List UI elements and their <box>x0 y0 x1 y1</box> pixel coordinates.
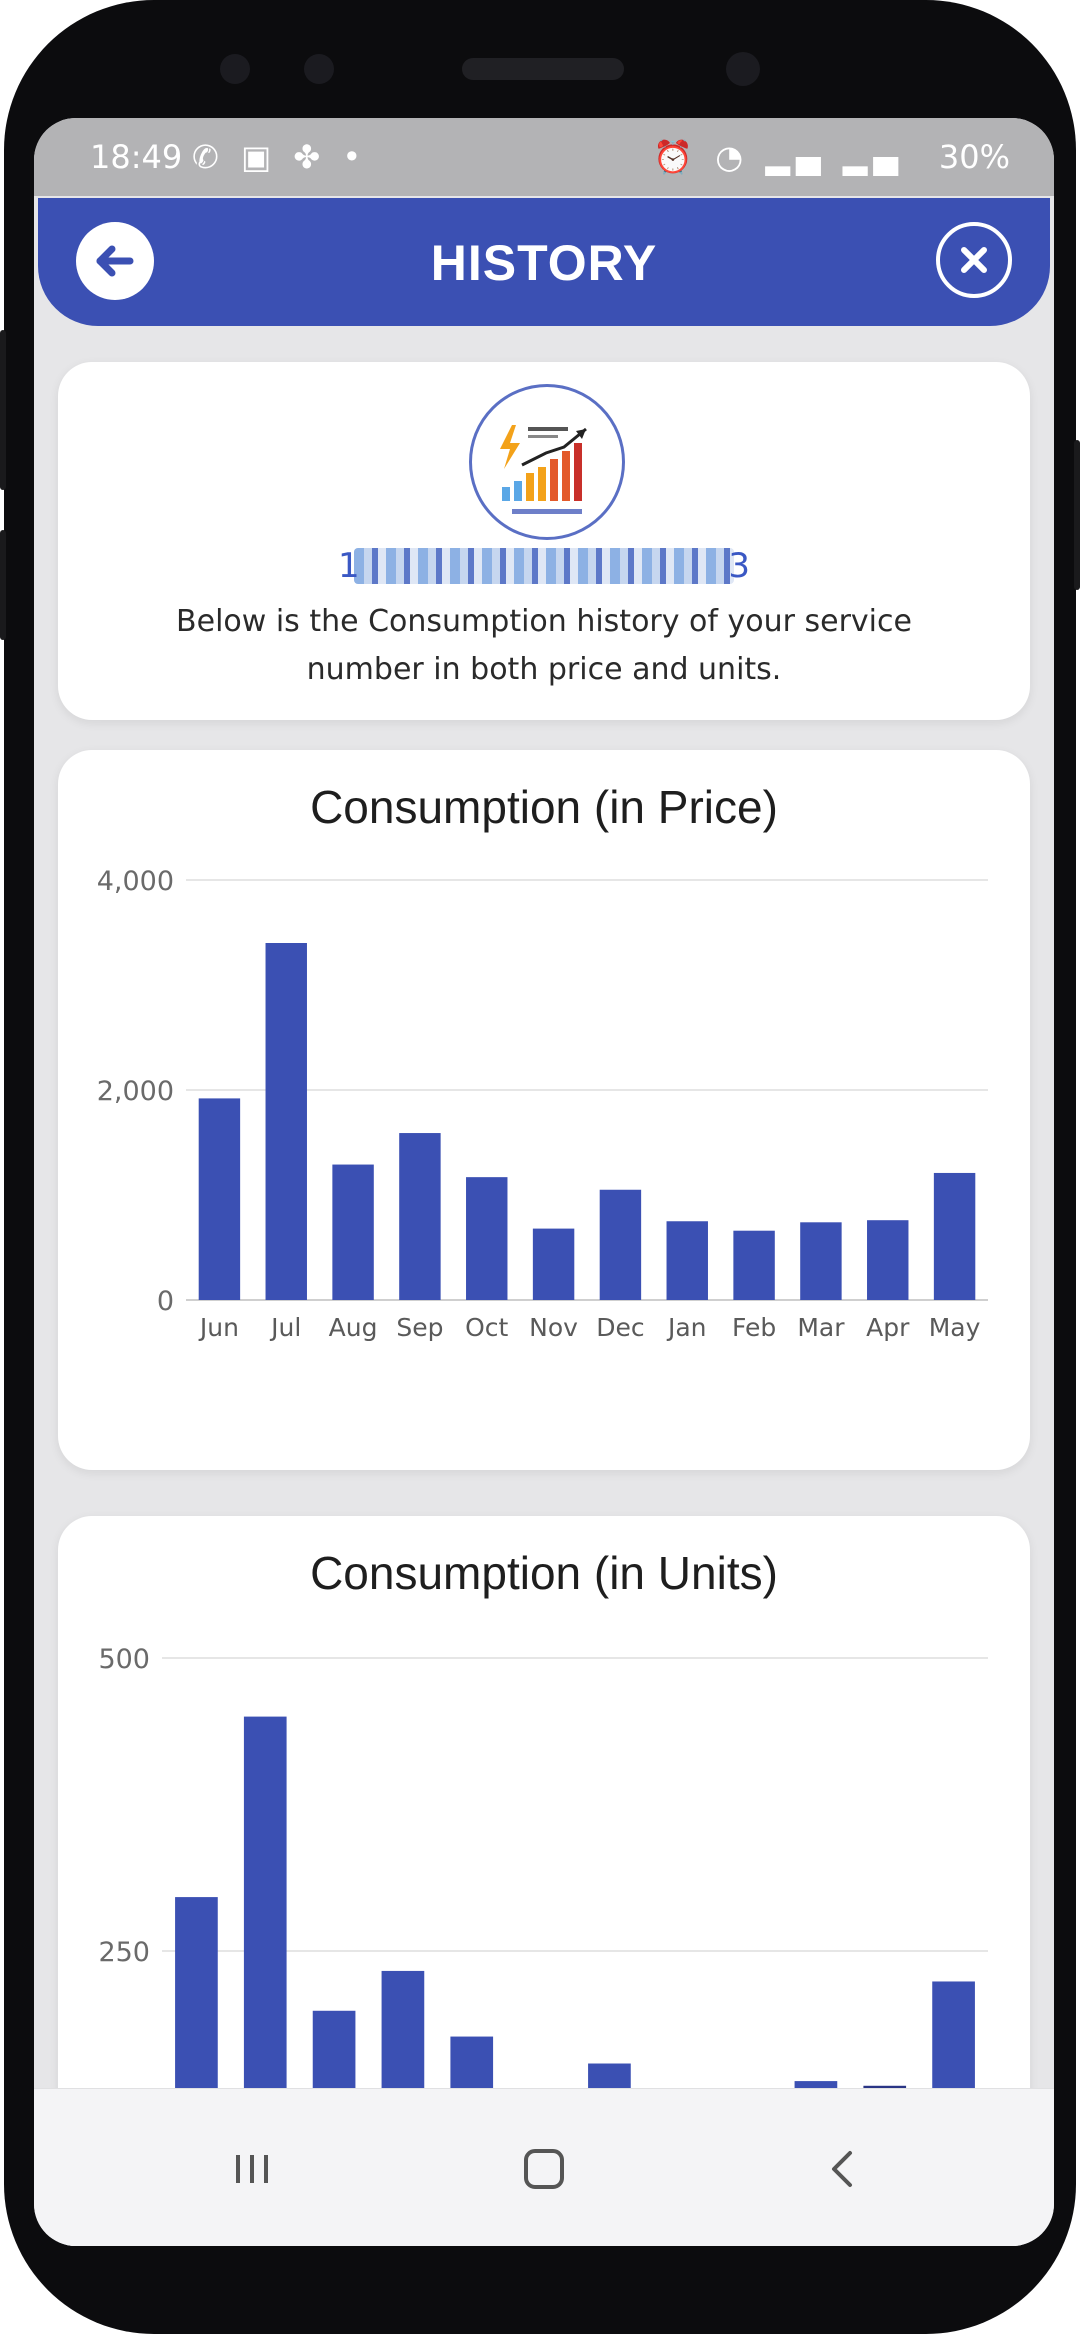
bar <box>666 1221 708 1300</box>
bar <box>733 1230 775 1300</box>
x-tick-label: Nov <box>529 1313 578 1342</box>
system-nav-bar <box>34 2088 1054 2246</box>
x-tick-label: Sep <box>396 1313 443 1342</box>
page-title: HISTORY <box>430 235 658 291</box>
bar <box>800 1222 842 1300</box>
bar <box>265 943 307 1300</box>
bar <box>198 1098 241 1300</box>
bar <box>466 1177 508 1300</box>
volume-button <box>0 330 6 490</box>
bar <box>332 1164 374 1300</box>
y-tick-label: 0 <box>157 1286 174 1317</box>
sensor <box>304 54 334 84</box>
price-bar-chart: 0 2,000 4,000 Jun Jul Aug Sep Oct Nov Dec Jan Feb Ma… <box>97 866 988 1342</box>
chart-title: Consumption (in Units) <box>310 1547 778 1599</box>
y-tick-label: 4,000 <box>97 866 174 897</box>
x-tick-label: Feb <box>732 1313 776 1342</box>
bar <box>867 1220 909 1300</box>
bar <box>532 1228 575 1300</box>
service-number-start: 1 <box>338 546 360 586</box>
battery-level: 30% <box>938 138 1010 176</box>
close-icon <box>961 247 987 273</box>
bar-chart-logo-icon <box>500 425 587 514</box>
app-screen: 18:49 ✆ ▣ ✤ • ⏰ ◔ ▂▄ ▂▄ 30% HISTORY <box>34 118 1054 2246</box>
y-tick-label: 500 <box>98 1644 150 1675</box>
close-button[interactable] <box>936 222 1012 298</box>
x-tick-label: May <box>929 1313 981 1342</box>
sensor <box>220 54 250 84</box>
signal-icons: ⏰ ◔ ▂▄ ▂▄ <box>653 138 904 176</box>
app-header: HISTORY <box>38 198 1050 326</box>
x-tick-label: Aug <box>329 1313 378 1342</box>
bixby-button <box>0 530 6 640</box>
service-info-card: 1 3 Below is the Consumption history of … <box>58 362 1030 720</box>
notification-icons: ✆ ▣ ✤ • <box>192 138 368 176</box>
chart-title: Consumption (in Price) <box>310 781 778 833</box>
x-tick-label: Dec <box>596 1313 644 1342</box>
service-number-end: 3 <box>728 546 750 586</box>
y-tick-label: 250 <box>98 1937 150 1968</box>
recents-icon <box>236 2155 268 2183</box>
service-number: 1 3 <box>338 548 750 584</box>
price-chart-card: Consumption (in Price) 0 2,000 4,000 Jun Jul… <box>58 750 1030 1470</box>
status-bar: 18:49 ✆ ▣ ✤ • ⏰ ◔ ▂▄ ▂▄ 30% <box>34 118 1054 196</box>
history-description: Below is the Consumption history of your… <box>176 604 912 687</box>
arrow-left-icon <box>96 245 134 277</box>
back-icon <box>832 2151 852 2187</box>
nav-back-button[interactable] <box>804 2129 884 2209</box>
consumption-logo <box>469 384 625 540</box>
x-tick-label: Oct <box>465 1313 508 1342</box>
bar <box>599 1189 642 1300</box>
home-button[interactable] <box>504 2129 584 2209</box>
status-time: 18:49 <box>90 138 183 176</box>
power-button <box>1074 440 1080 590</box>
front-camera <box>726 52 760 86</box>
x-tick-label: Jun <box>198 1313 239 1342</box>
x-tick-label: Jan <box>666 1313 707 1342</box>
bar <box>399 1133 441 1300</box>
x-tick-label: Mar <box>797 1313 845 1342</box>
earpiece-speaker <box>462 58 624 80</box>
back-button[interactable] <box>76 222 154 300</box>
recents-button[interactable] <box>212 2129 292 2209</box>
home-icon <box>524 2149 564 2189</box>
x-tick-label: Jul <box>269 1313 301 1342</box>
y-tick-label: 2,000 <box>97 1076 174 1107</box>
bar <box>933 1172 976 1300</box>
x-tick-label: Apr <box>866 1313 910 1342</box>
